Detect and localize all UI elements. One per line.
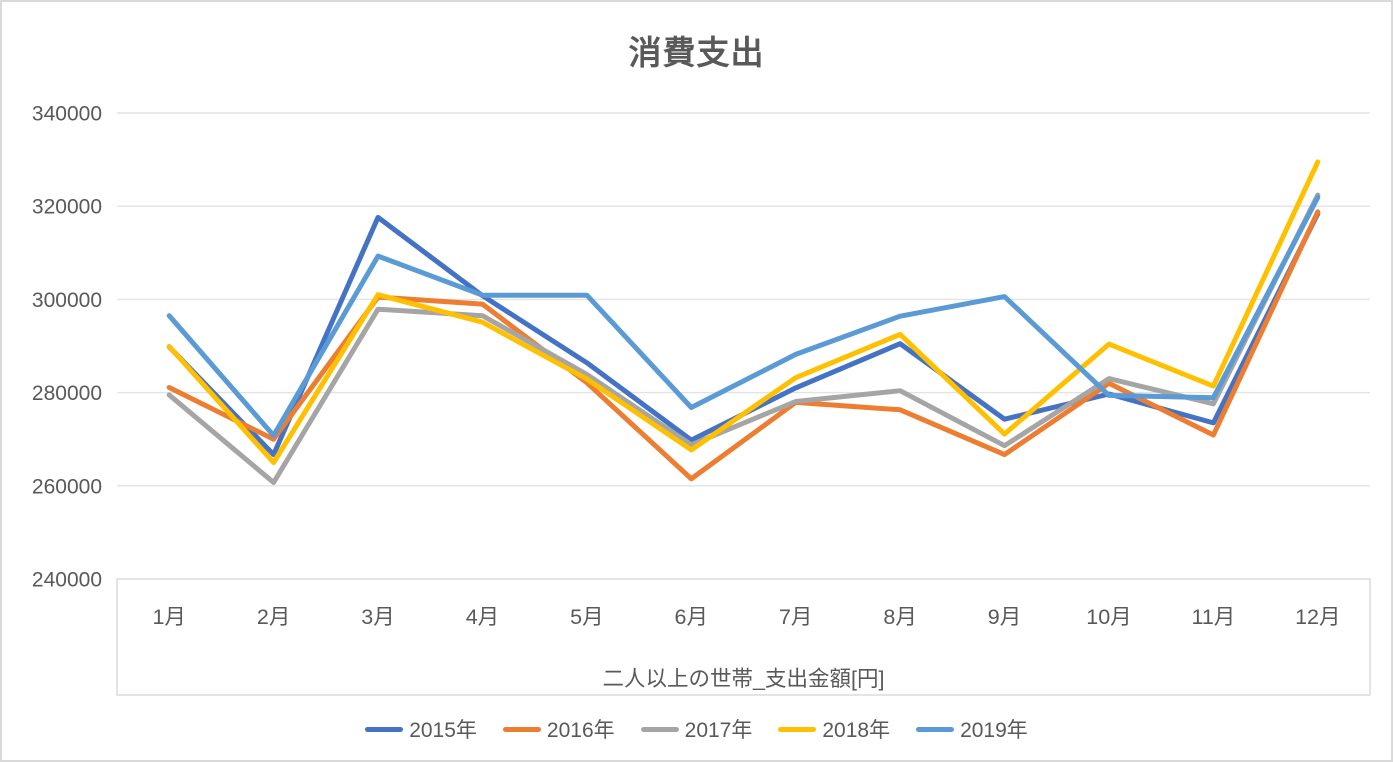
legend-swatch-2018年 (778, 726, 817, 732)
chart-title: 消費支出 (628, 34, 765, 71)
x-axis-title: 二人以上の世帯_支出金額[円] (603, 667, 885, 691)
legend-label: 2019年 (960, 719, 1028, 742)
legend-item-2016年: 2016年 (502, 714, 615, 744)
legend-swatch-2017年 (640, 726, 679, 732)
legend-swatch-2016年 (502, 726, 541, 732)
x-tick-label: 12月 (1295, 605, 1340, 629)
legend-swatch-2015年 (365, 726, 404, 732)
legend: 2015年 2016年 2017年 2018年 2019年 (2, 712, 1391, 746)
series-line-2016年 (166, 209, 1321, 482)
legend-item-2018年: 2018年 (778, 714, 890, 744)
legend-label: 2017年 (684, 719, 753, 742)
y-tick-label: 280000 (32, 382, 102, 405)
series-line-2017年 (166, 192, 1321, 485)
y-tick-label: 240000 (32, 569, 102, 592)
x-tick-label: 5月 (570, 605, 603, 629)
x-tick-label: 9月 (988, 605, 1021, 629)
x-axis-box (116, 578, 1371, 696)
y-tick-label: 300000 (32, 289, 102, 312)
legend-item-2015年: 2015年 (365, 714, 477, 744)
y-tick-label: 320000 (32, 196, 102, 219)
x-tick-label: 10月 (1086, 605, 1131, 629)
legend-item-2019年: 2019年 (916, 714, 1028, 744)
x-tick-label: 8月 (883, 605, 916, 629)
line-plot-area: 340000 320000 300000 280000 260000 240000 1月 2月… (32, 103, 1371, 696)
x-tick-label: 6月 (675, 605, 708, 629)
legend-swatch-2019年 (916, 726, 955, 732)
series-line-2015年 (166, 211, 1321, 458)
x-tick-label: 1月 (152, 605, 185, 629)
x-tick-label: 7月 (779, 605, 812, 629)
legend-item-2017年: 2017年 (640, 714, 753, 744)
y-tick-label: 340000 (32, 103, 102, 126)
y-tick-label: 260000 (32, 475, 102, 498)
x-tick-label: 2月 (257, 605, 290, 629)
legend-label: 2018年 (822, 719, 891, 742)
series-line-2019年 (166, 194, 1321, 438)
legend-label: 2016年 (546, 719, 615, 742)
x-tick-label: 4月 (466, 605, 499, 629)
series-line-2018年 (166, 159, 1321, 465)
legend-label: 2015年 (409, 719, 477, 742)
x-tick-label: 3月 (361, 605, 394, 629)
x-tick-label: 11月 (1191, 605, 1235, 629)
